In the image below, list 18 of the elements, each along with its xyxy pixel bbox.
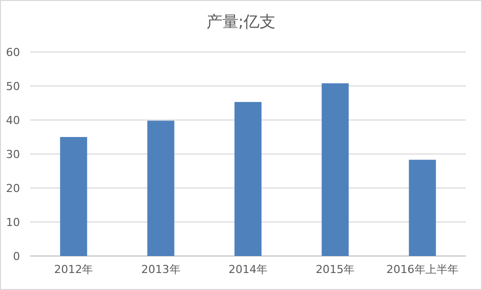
x-tick-label: 2016年上半年 xyxy=(386,263,458,276)
bar xyxy=(408,160,436,256)
bar xyxy=(147,120,174,256)
x-tick-label: 2013年 xyxy=(141,263,180,276)
x-tick-label: 2015年 xyxy=(316,263,355,276)
bar xyxy=(322,83,349,256)
y-tick-label: 40 xyxy=(6,114,20,127)
bar xyxy=(234,102,262,256)
y-tick-label: 50 xyxy=(6,80,20,93)
y-tick-label: 30 xyxy=(6,148,20,161)
chart-title: 产量;亿支 xyxy=(206,12,276,31)
bar xyxy=(60,137,88,256)
x-tick-label: 2014年 xyxy=(228,263,268,276)
y-tick-label: 60 xyxy=(6,46,20,59)
y-tick-label: 0 xyxy=(13,250,20,263)
y-tick-label: 20 xyxy=(6,182,20,195)
y-tick-label: 10 xyxy=(6,216,20,229)
x-tick-label: 2012年 xyxy=(54,263,94,276)
